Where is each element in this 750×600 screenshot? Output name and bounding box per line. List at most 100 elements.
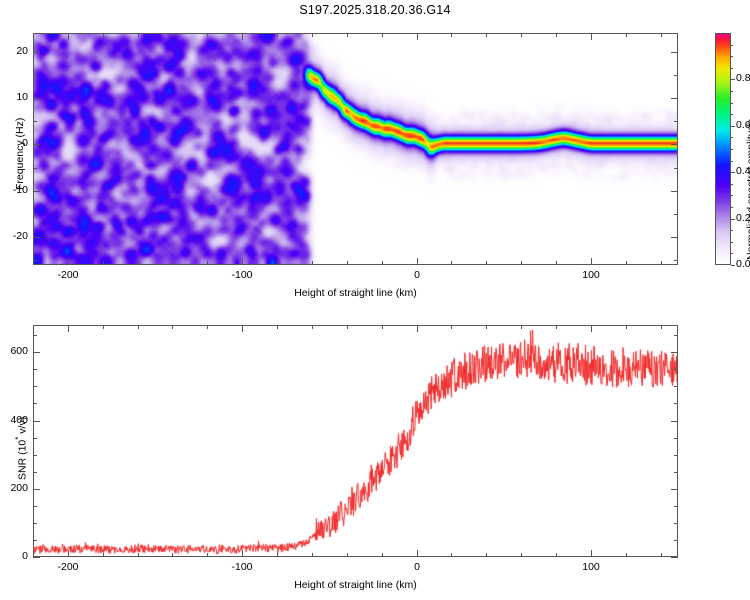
- colorbar-minor-tick: [731, 253, 733, 254]
- axis-tick: [674, 455, 678, 456]
- spectrogram-panel: [33, 33, 678, 265]
- axis-tick: [33, 237, 40, 238]
- axis-tick: [277, 261, 278, 265]
- axis-tick: [103, 325, 104, 329]
- axis-tick: [382, 553, 383, 557]
- y-tick-label: -20: [12, 230, 28, 242]
- axis-tick: [521, 553, 522, 557]
- axis-tick: [674, 168, 678, 169]
- axis-tick: [556, 553, 557, 557]
- colorbar-title: Normalized spectral amplitude: [745, 118, 750, 260]
- y-tick-label: 10: [16, 91, 28, 103]
- axis-tick: [486, 553, 487, 557]
- axis-tick: [33, 455, 37, 456]
- axis-tick: [417, 33, 418, 40]
- axis-tick: [33, 421, 40, 422]
- snr-ylabel-prefix: SNR (10: [16, 439, 29, 480]
- x-tick-label: -200: [57, 561, 79, 573]
- axis-tick: [417, 550, 418, 557]
- axis-tick: [347, 553, 348, 557]
- axis-tick: [347, 33, 348, 37]
- axis-tick: [33, 144, 40, 145]
- colorbar-minor-tick: [731, 161, 733, 162]
- axis-tick: [138, 553, 139, 557]
- axis-tick: [451, 33, 452, 37]
- colorbar-minor-tick: [731, 195, 733, 196]
- colorbar-minor-tick: [731, 103, 733, 104]
- axis-tick: [626, 261, 627, 265]
- axis-tick: [33, 523, 37, 524]
- axis-tick: [671, 352, 678, 353]
- colorbar-tick-label: 0.8: [736, 72, 750, 84]
- y-tick-label: 0: [22, 550, 28, 562]
- axis-tick: [671, 421, 678, 422]
- snr-ylabel-superscript: *: [14, 436, 23, 440]
- spectrogram-ylabel: Frequency (Hz): [14, 117, 26, 190]
- axis-tick: [674, 75, 678, 76]
- axis-tick: [68, 258, 69, 265]
- axis-tick: [382, 325, 383, 329]
- axis-tick: [207, 553, 208, 557]
- axis-tick: [312, 325, 313, 329]
- colorbar-minor-tick: [731, 137, 733, 138]
- axis-tick: [242, 258, 243, 265]
- axis-tick: [674, 121, 678, 122]
- axis-tick: [242, 325, 243, 332]
- colorbar-minor-tick: [731, 68, 733, 69]
- y-tick-label: 200: [10, 482, 28, 494]
- colorbar-minor-tick: [731, 56, 733, 57]
- axis-tick: [33, 168, 37, 169]
- y-tick-label: 400: [10, 414, 28, 426]
- axis-tick: [556, 33, 557, 37]
- axis-tick: [277, 33, 278, 37]
- spectrogram-xlabel: Height of straight line (km): [294, 287, 417, 299]
- colorbar-minor-tick: [731, 149, 733, 150]
- snr-ylabel: SNR (10* v/v): [14, 417, 29, 480]
- axis-tick: [33, 191, 40, 192]
- x-tick-label: 0: [414, 561, 420, 573]
- axis-tick: [674, 540, 678, 541]
- axis-tick: [103, 261, 104, 265]
- axis-tick: [591, 258, 592, 265]
- axis-tick: [671, 144, 678, 145]
- axis-tick: [674, 472, 678, 473]
- y-tick-label: -10: [12, 184, 28, 196]
- axis-tick: [661, 553, 662, 557]
- axis-tick: [382, 33, 383, 37]
- axis-tick: [417, 258, 418, 265]
- axis-tick: [626, 325, 627, 329]
- axis-tick: [172, 553, 173, 557]
- axis-tick: [591, 550, 592, 557]
- axis-tick: [33, 260, 37, 261]
- colorbar-minor-tick: [731, 45, 733, 46]
- axis-tick: [33, 98, 40, 99]
- axis-tick: [33, 489, 40, 490]
- axis-tick: [674, 403, 678, 404]
- x-tick-label: -100: [231, 561, 253, 573]
- colorbar-tick-label: 0.2: [736, 212, 750, 224]
- spectrogram-canvas: [34, 34, 677, 264]
- axis-tick: [172, 325, 173, 329]
- y-tick-label: 600: [10, 345, 28, 357]
- axis-tick: [556, 325, 557, 329]
- axis-tick: [33, 121, 37, 122]
- axis-tick: [33, 75, 37, 76]
- colorbar-tick-label: 0.0: [736, 258, 750, 270]
- axis-tick: [674, 523, 678, 524]
- axis-tick: [242, 33, 243, 40]
- axis-tick: [68, 550, 69, 557]
- x-tick-label: 0: [414, 269, 420, 281]
- axis-tick: [674, 260, 678, 261]
- axis-tick: [138, 33, 139, 37]
- axis-tick: [671, 52, 678, 53]
- axis-tick: [33, 325, 34, 329]
- axis-tick: [674, 369, 678, 370]
- colorbar-minor-tick: [731, 184, 733, 185]
- y-tick-label: 0: [22, 137, 28, 149]
- axis-tick: [486, 325, 487, 329]
- axis-tick: [661, 261, 662, 265]
- figure-title: S197.2025.318.20.36.G14: [299, 3, 451, 17]
- colorbar-minor-tick: [731, 242, 733, 243]
- axis-tick: [33, 33, 34, 37]
